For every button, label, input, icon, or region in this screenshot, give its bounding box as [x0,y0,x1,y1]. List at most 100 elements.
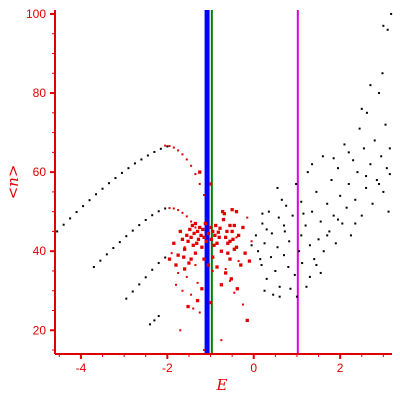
data-point [257,250,260,253]
data-point [385,167,388,170]
data-point [211,255,215,259]
data-point [218,226,222,230]
data-point [127,167,130,170]
data-point [192,231,196,236]
data-point [237,260,240,263]
data-point [365,186,368,189]
data-point [233,291,236,294]
data-point [174,283,177,286]
data-point [336,218,339,221]
data-point [308,244,311,247]
data-point [177,149,180,152]
data-point [267,210,270,213]
x-tick-label: -2 [162,361,173,375]
data-point [228,257,232,261]
data-point [387,210,390,213]
data-point [293,273,296,276]
data-point [356,171,359,174]
data-point [151,214,154,217]
data-point [305,285,308,288]
data-point [153,319,156,322]
data-point [125,235,128,238]
data-point [182,267,187,271]
data-point [226,251,230,255]
data-point [254,234,257,237]
data-point [362,147,365,150]
data-point [382,190,385,193]
data-point [149,323,152,326]
data-point [220,339,223,342]
data-point [224,235,228,240]
data-point [373,139,376,142]
data-point [188,227,192,232]
data-point [131,229,134,232]
data-point [358,127,361,130]
data-point [229,277,233,281]
data-point [144,218,147,221]
x-tick-label: 2 [337,361,344,375]
data-point [202,257,206,261]
data-point [170,252,173,255]
data-point [289,287,292,290]
data-point [230,229,234,234]
data-point [232,247,236,251]
data-point [108,182,111,185]
y-tick-label: 40 [33,244,47,258]
data-point [206,263,211,267]
data-point [75,211,78,214]
data-point [371,202,374,205]
data-point [261,212,264,215]
data-point [181,153,184,156]
data-point [332,214,335,217]
data-point [298,250,301,253]
data-point [285,204,288,207]
data-point [272,293,275,296]
data-point [176,253,180,257]
data-point [224,267,227,270]
data-point [189,257,193,261]
data-point [277,216,280,219]
data-point [317,238,320,241]
data-point [167,257,172,261]
data-point [172,241,176,245]
data-point [208,225,213,230]
data-point [195,298,200,303]
data-point [209,237,214,241]
data-point [235,236,238,239]
data-point [88,199,91,202]
data-point [247,259,252,263]
data-point [369,84,372,87]
data-point [260,264,263,267]
data-point [190,164,193,167]
data-point [204,239,208,243]
data-point [198,182,201,185]
data-point [263,289,266,292]
data-point [200,287,204,291]
data-point [313,258,316,261]
data-point [178,229,182,234]
data-point [219,249,223,253]
data-point [69,217,72,220]
data-point [360,214,363,217]
data-point [259,258,262,261]
data-point [138,283,141,286]
y-tick-label: 20 [33,323,47,337]
data-point [157,210,160,213]
data-point [82,205,85,208]
data-point [194,173,197,176]
data-point [120,171,123,174]
data-point [246,216,249,219]
data-point [375,179,378,182]
data-point [199,233,203,238]
data-point [62,223,65,226]
data-point [194,264,197,267]
data-point [177,209,180,212]
data-point [386,28,389,31]
data-point [332,157,335,160]
data-point [224,271,228,275]
data-point [295,295,298,298]
data-point [354,198,357,201]
data-point [190,223,195,228]
data-point [196,237,201,241]
data-point [174,263,178,267]
